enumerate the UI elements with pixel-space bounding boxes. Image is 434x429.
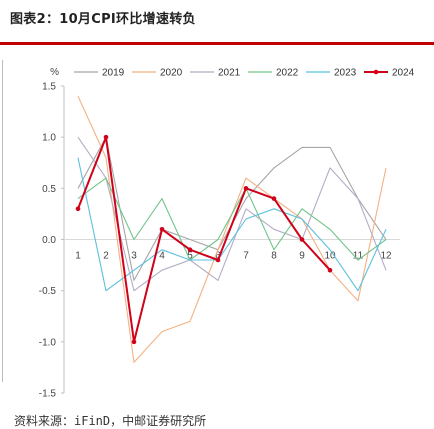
x-tick-label: 6 [215, 251, 221, 262]
data-point-2024 [271, 196, 277, 201]
x-tick-label: 5 [187, 251, 193, 262]
legend-label: 2019 [102, 68, 125, 79]
legend-label: 2021 [218, 68, 241, 79]
data-point-2024 [187, 247, 193, 253]
frame-border [2, 60, 3, 382]
x-tick-label: 11 [353, 251, 364, 262]
x-tick-label: 9 [299, 251, 305, 262]
x-tick-label: 12 [380, 251, 392, 262]
x-tick-label: 10 [324, 251, 336, 262]
y-tick-label: 1.0 [42, 133, 56, 144]
series-line-2024 [77, 136, 331, 343]
source-note: 资料来源：iFinD，中邮证券研究所 [14, 414, 207, 428]
y-tick-label: -1.0 [39, 337, 57, 348]
series-line-2023 [77, 157, 387, 292]
y-tick-label: 1.5 [42, 82, 56, 93]
legend-label: 2020 [160, 68, 183, 79]
y-tick-label: -1.5 [39, 389, 57, 400]
y-tick-label: 0.0 [42, 235, 56, 246]
x-tick-label: 3 [131, 251, 137, 262]
data-point-2024 [327, 267, 333, 273]
y-tick-label: -0.5 [39, 286, 57, 297]
series-line-2022 [77, 177, 387, 261]
unit-label: % [50, 67, 59, 78]
title-divider [0, 42, 434, 45]
legend-marker-2024 [373, 69, 379, 75]
data-point-2024 [131, 339, 137, 345]
data-point-2024 [75, 206, 81, 212]
legend-label: 2023 [334, 68, 357, 79]
x-tick-label: 2 [103, 251, 109, 262]
data-point-2024 [215, 257, 221, 263]
data-point-2024 [103, 134, 109, 140]
data-point-2024 [299, 237, 305, 242]
series-line-2021 [77, 136, 387, 292]
figure-title: 图表2：10月CPI环比增速转负 [10, 12, 196, 27]
x-tick-label: 4 [159, 251, 165, 262]
data-point-2024 [243, 186, 249, 191]
legend-label: 2024 [392, 68, 415, 79]
data-point-2024 [159, 226, 165, 232]
y-tick-label: 0.5 [42, 184, 56, 195]
legend-label: 2022 [276, 68, 299, 79]
x-tick-label: 7 [243, 251, 249, 262]
x-tick-label: 1 [75, 251, 81, 262]
x-tick-label: 8 [271, 251, 277, 262]
series-line-2019 [77, 136, 387, 281]
